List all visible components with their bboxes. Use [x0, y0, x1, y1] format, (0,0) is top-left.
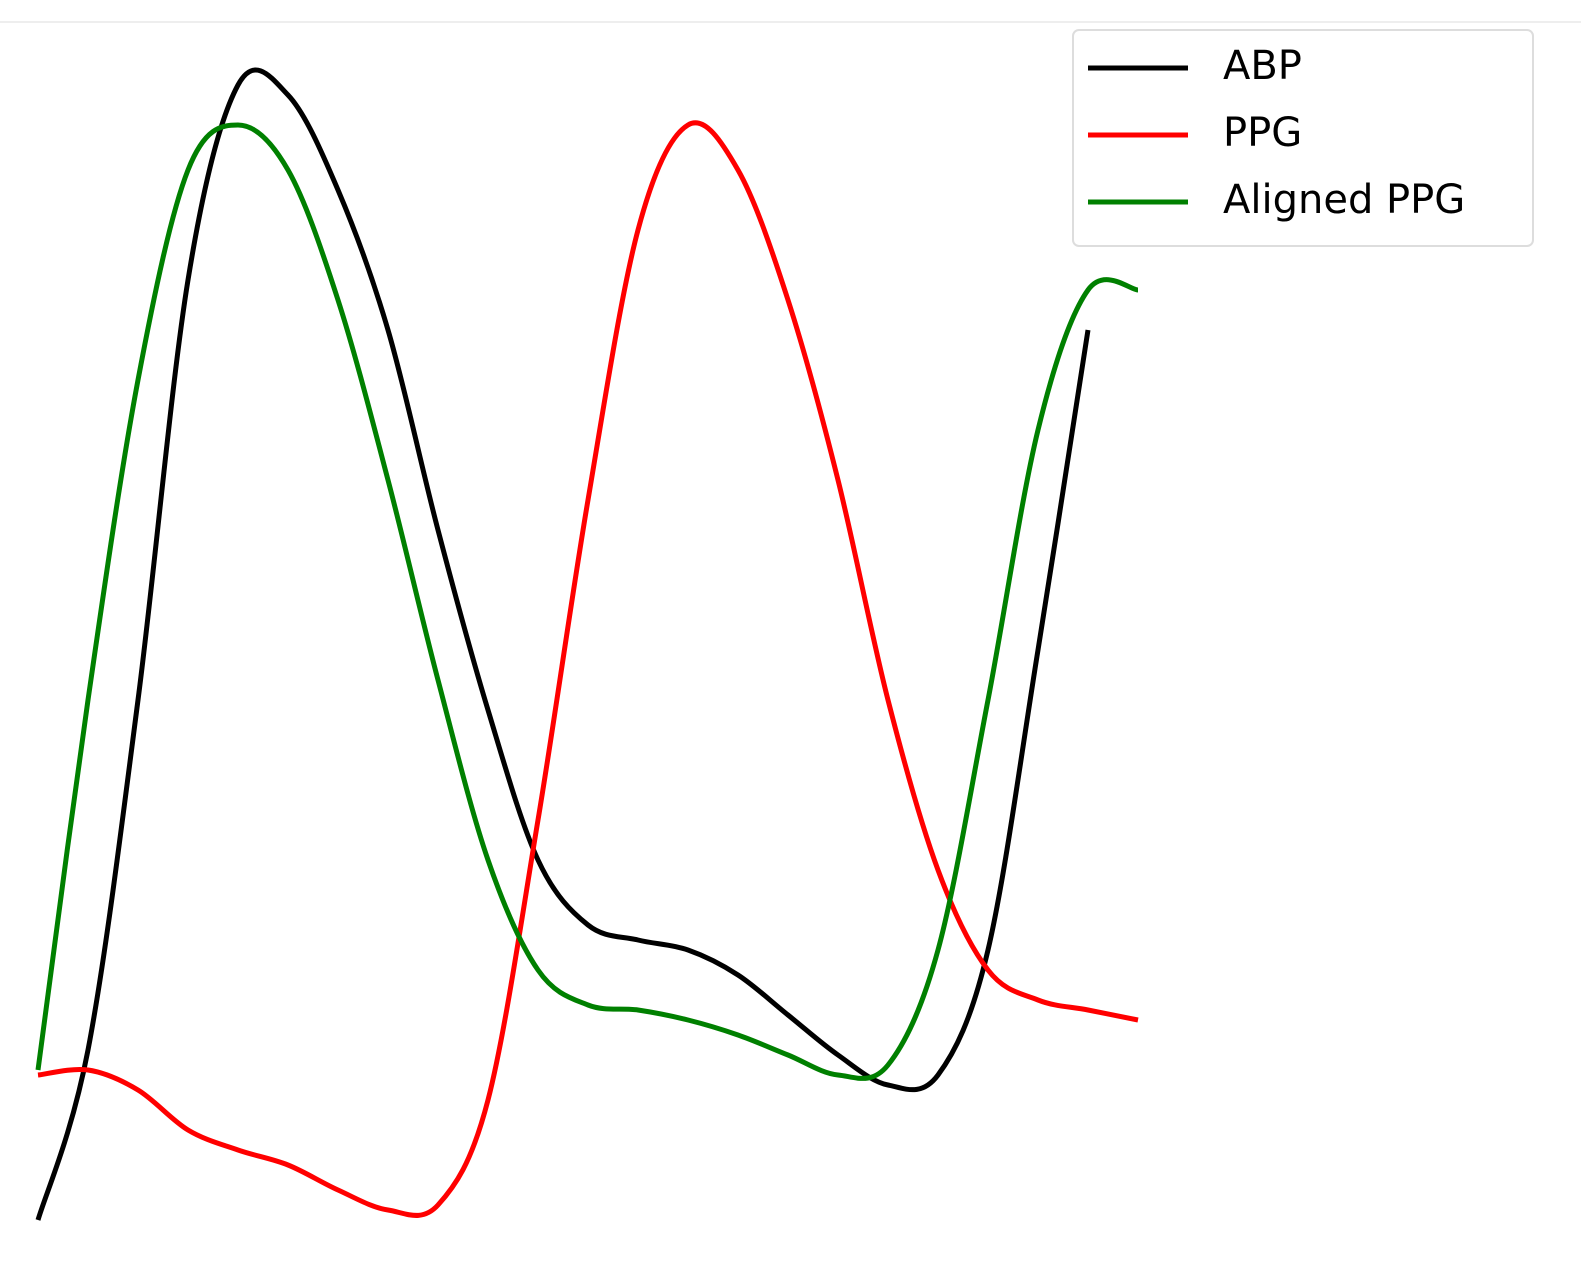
- line-series: [35, 122, 1139, 1081]
- plot-area: [35, 67, 1139, 1221]
- line-series: [37, 120, 1139, 1218]
- legend: ABP PPG Aligned PPG: [1072, 29, 1534, 247]
- legend-label: Aligned PPG: [1223, 177, 1465, 223]
- legend-box: [1072, 29, 1534, 247]
- line-series: [35, 67, 1091, 1221]
- legend-label: ABP: [1223, 43, 1302, 89]
- legend-label: PPG: [1223, 110, 1302, 156]
